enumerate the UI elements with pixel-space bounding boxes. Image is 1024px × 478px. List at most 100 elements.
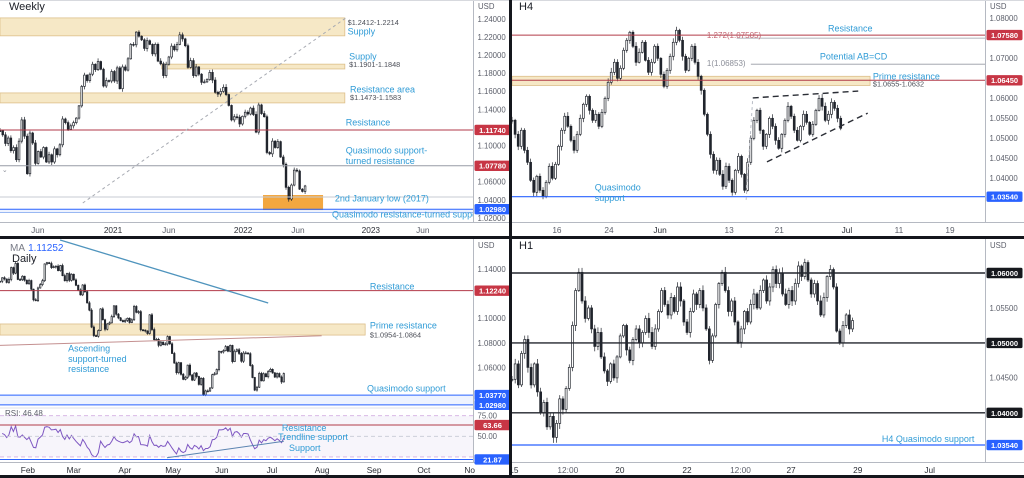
trend-line[interactable] xyxy=(766,112,869,163)
time-label: 13 xyxy=(724,225,734,235)
h4-chart-canvas[interactable]: Resistance 1.272(1.07505) Potential AB=CD 1… xyxy=(512,0,1024,239)
h4-plot-area[interactable]: Resistance 1.272(1.07505) Potential AB=CD 1… xyxy=(512,24,985,203)
time-label: Sep xyxy=(367,465,382,475)
annotation[interactable]: Supply xyxy=(349,52,377,62)
annotation[interactable]: $1.0655-1.0632 xyxy=(873,80,924,89)
annotation[interactable]: Resistance xyxy=(346,118,391,128)
price-label-text: 1.04000 xyxy=(991,409,1018,418)
annotation[interactable]: Prime resistance xyxy=(370,321,437,331)
annotation[interactable]: Prime resistance xyxy=(873,72,940,82)
time-label: 12:00 xyxy=(730,465,751,475)
annotation[interactable]: Supply xyxy=(348,27,376,37)
tick-label: 1.04500 xyxy=(990,374,1019,383)
tick-label: 1.04500 xyxy=(990,154,1019,163)
annotation[interactable]: Quasimodo support xyxy=(367,384,446,394)
trend-line[interactable] xyxy=(745,97,754,200)
time-label: 22 xyxy=(682,465,692,475)
price-label-text: 1.03770 xyxy=(479,391,506,400)
annotation[interactable]: Resistance xyxy=(282,423,327,433)
axis-background xyxy=(473,239,512,478)
zone[interactable] xyxy=(0,92,346,104)
daily-time-axis[interactable]: Feb Mar Apr May Jun Jul Aug Sep Oct No xyxy=(21,465,476,475)
time-label: 11 xyxy=(895,225,904,235)
weekly-time-axis[interactable]: Jun 2021 Jun 2022 Jun 2023 Jun xyxy=(31,225,430,235)
trend-line[interactable] xyxy=(0,335,322,346)
time-label: 2021 xyxy=(104,225,123,235)
tick-label: 1.10000 xyxy=(478,141,507,150)
annotation[interactable]: H4 Quasimodo support xyxy=(882,434,975,444)
daily-plot-area[interactable]: Resistance Prime resistance$1.0954-1.0864… xyxy=(0,239,473,460)
tick-label: 1.08000 xyxy=(990,14,1019,23)
price-label-text: 1.07780 xyxy=(479,162,506,171)
trend-line[interactable] xyxy=(166,440,284,459)
price-label xyxy=(474,389,511,401)
h4-price-axis[interactable]: USD 1.08000 1.07000 1.06000 1.05500 1.05000 1.… xyxy=(512,0,1024,223)
tick-label: 1.06000 xyxy=(478,178,507,187)
chart-panel-daily[interactable]: Resistance Prime resistance $1.0954-1.0864… xyxy=(0,239,512,478)
zone[interactable] xyxy=(0,323,366,336)
daily-chart-canvas[interactable]: Resistance Prime resistance$1.0954-1.0864… xyxy=(0,239,512,478)
annotation[interactable]: $1.0954-1.0864 xyxy=(370,331,421,340)
annotation[interactable]: $1.1901-1.1848 xyxy=(349,60,400,69)
price-label xyxy=(986,29,1023,41)
price-label-text: 1.03540 xyxy=(991,441,1018,450)
vertical-panel-divider[interactable] xyxy=(509,0,512,478)
chart-panel-h1[interactable]: H4 Quasimodo support USD 1.05500 1.04500 1.0… xyxy=(512,239,1024,478)
tick-label: 1.05500 xyxy=(990,304,1019,313)
h1-plot-area[interactable]: H4 Quasimodo support xyxy=(512,258,985,446)
price-label-text: 63.66 xyxy=(483,421,502,430)
time-label: May xyxy=(165,465,182,475)
weekly-price-axis[interactable]: USD 1.24000 1.22000 1.20000 1.18000 1.16000 1.… xyxy=(0,0,512,223)
trend-line[interactable] xyxy=(752,90,859,99)
daily-price-axis[interactable]: USD 1.14000 1.10000 1.08000 1.06000 75.00 50.0… xyxy=(0,239,512,465)
weekly-chart-canvas[interactable]: $1.2412-1.2214SupplySupply$1.1901-1.1848… xyxy=(0,0,512,239)
annotation[interactable]: Support xyxy=(289,443,321,453)
annotation[interactable]: 1.272(1.07505) xyxy=(707,31,762,40)
weekly-plot-area[interactable]: $1.2412-1.2214SupplySupply$1.1901-1.1848… xyxy=(0,16,483,220)
time-label: No xyxy=(464,465,475,475)
annotation[interactable]: Quasimodo support xyxy=(595,183,641,203)
axis-background xyxy=(473,0,512,239)
axis-currency: USD xyxy=(478,2,495,11)
h1-price-axis[interactable]: USD 1.05500 1.04500 1.06000 1.05000 1.04000 1.… xyxy=(512,239,1024,463)
zone[interactable] xyxy=(512,75,871,86)
annotation[interactable]: Resistance xyxy=(370,282,415,292)
annotation[interactable]: 2nd January low (2017) xyxy=(335,194,429,204)
annotation[interactable]: $1.2412-1.2214 xyxy=(348,18,399,27)
zone[interactable] xyxy=(0,209,473,213)
annotation[interactable]: ⌄ xyxy=(2,167,8,174)
tick-label: 75.00 xyxy=(478,412,498,421)
zone[interactable] xyxy=(262,195,324,211)
tick-label: 50.00 xyxy=(478,432,498,441)
zone[interactable] xyxy=(0,17,346,37)
annotation[interactable]: Quasimodo support-turned resistance xyxy=(346,146,428,166)
chart-panel-h4[interactable]: Resistance 1.272(1.07505) Potential AB=CD 1… xyxy=(512,0,1024,239)
h4-time-axis[interactable]: 16 24 Jun 13 21 Jul 11 19 xyxy=(552,225,955,235)
time-label: Jun xyxy=(291,225,305,235)
trend-line[interactable] xyxy=(59,239,269,304)
annotation[interactable]: Potential AB=CD xyxy=(820,52,888,62)
price-label xyxy=(474,160,511,171)
annotation[interactable]: Resistance area xyxy=(350,85,415,95)
chart-panel-weekly[interactable]: $1.2412-1.2214 Supply Supply $1.1901-1.1848… xyxy=(0,0,512,239)
h1-time-axis[interactable]: 15 12:00 20 22 12:00 27 29 Jul xyxy=(512,465,935,475)
zone[interactable] xyxy=(0,395,473,405)
annotation[interactable]: Ascending support-turned resistance xyxy=(68,344,127,374)
price-label xyxy=(986,75,1023,86)
trend-line[interactable] xyxy=(82,16,348,204)
h1-chart-canvas[interactable]: H4 Quasimodo support USD 1.05500 1.04500 1.0… xyxy=(512,239,1024,478)
zone[interactable] xyxy=(161,63,346,70)
annotation[interactable]: $1.1473-1.1583 xyxy=(350,93,401,102)
tick-label: 1.02000 xyxy=(478,214,507,223)
time-label: Apr xyxy=(118,465,131,475)
annotation[interactable]: 1(1.06853) xyxy=(707,59,746,68)
annotation[interactable]: Quasimodo resistance-turned support xyxy=(332,210,483,220)
time-label: 24 xyxy=(604,225,614,235)
annotation[interactable]: Trendline support xyxy=(278,432,348,442)
tick-label: 1.06000 xyxy=(990,94,1019,103)
price-label-text: 1.12240 xyxy=(479,287,506,296)
time-label: 29 xyxy=(853,465,863,475)
horizontal-panel-divider[interactable] xyxy=(0,236,1024,239)
price-label xyxy=(474,454,511,465)
annotation[interactable]: Resistance xyxy=(828,24,873,34)
